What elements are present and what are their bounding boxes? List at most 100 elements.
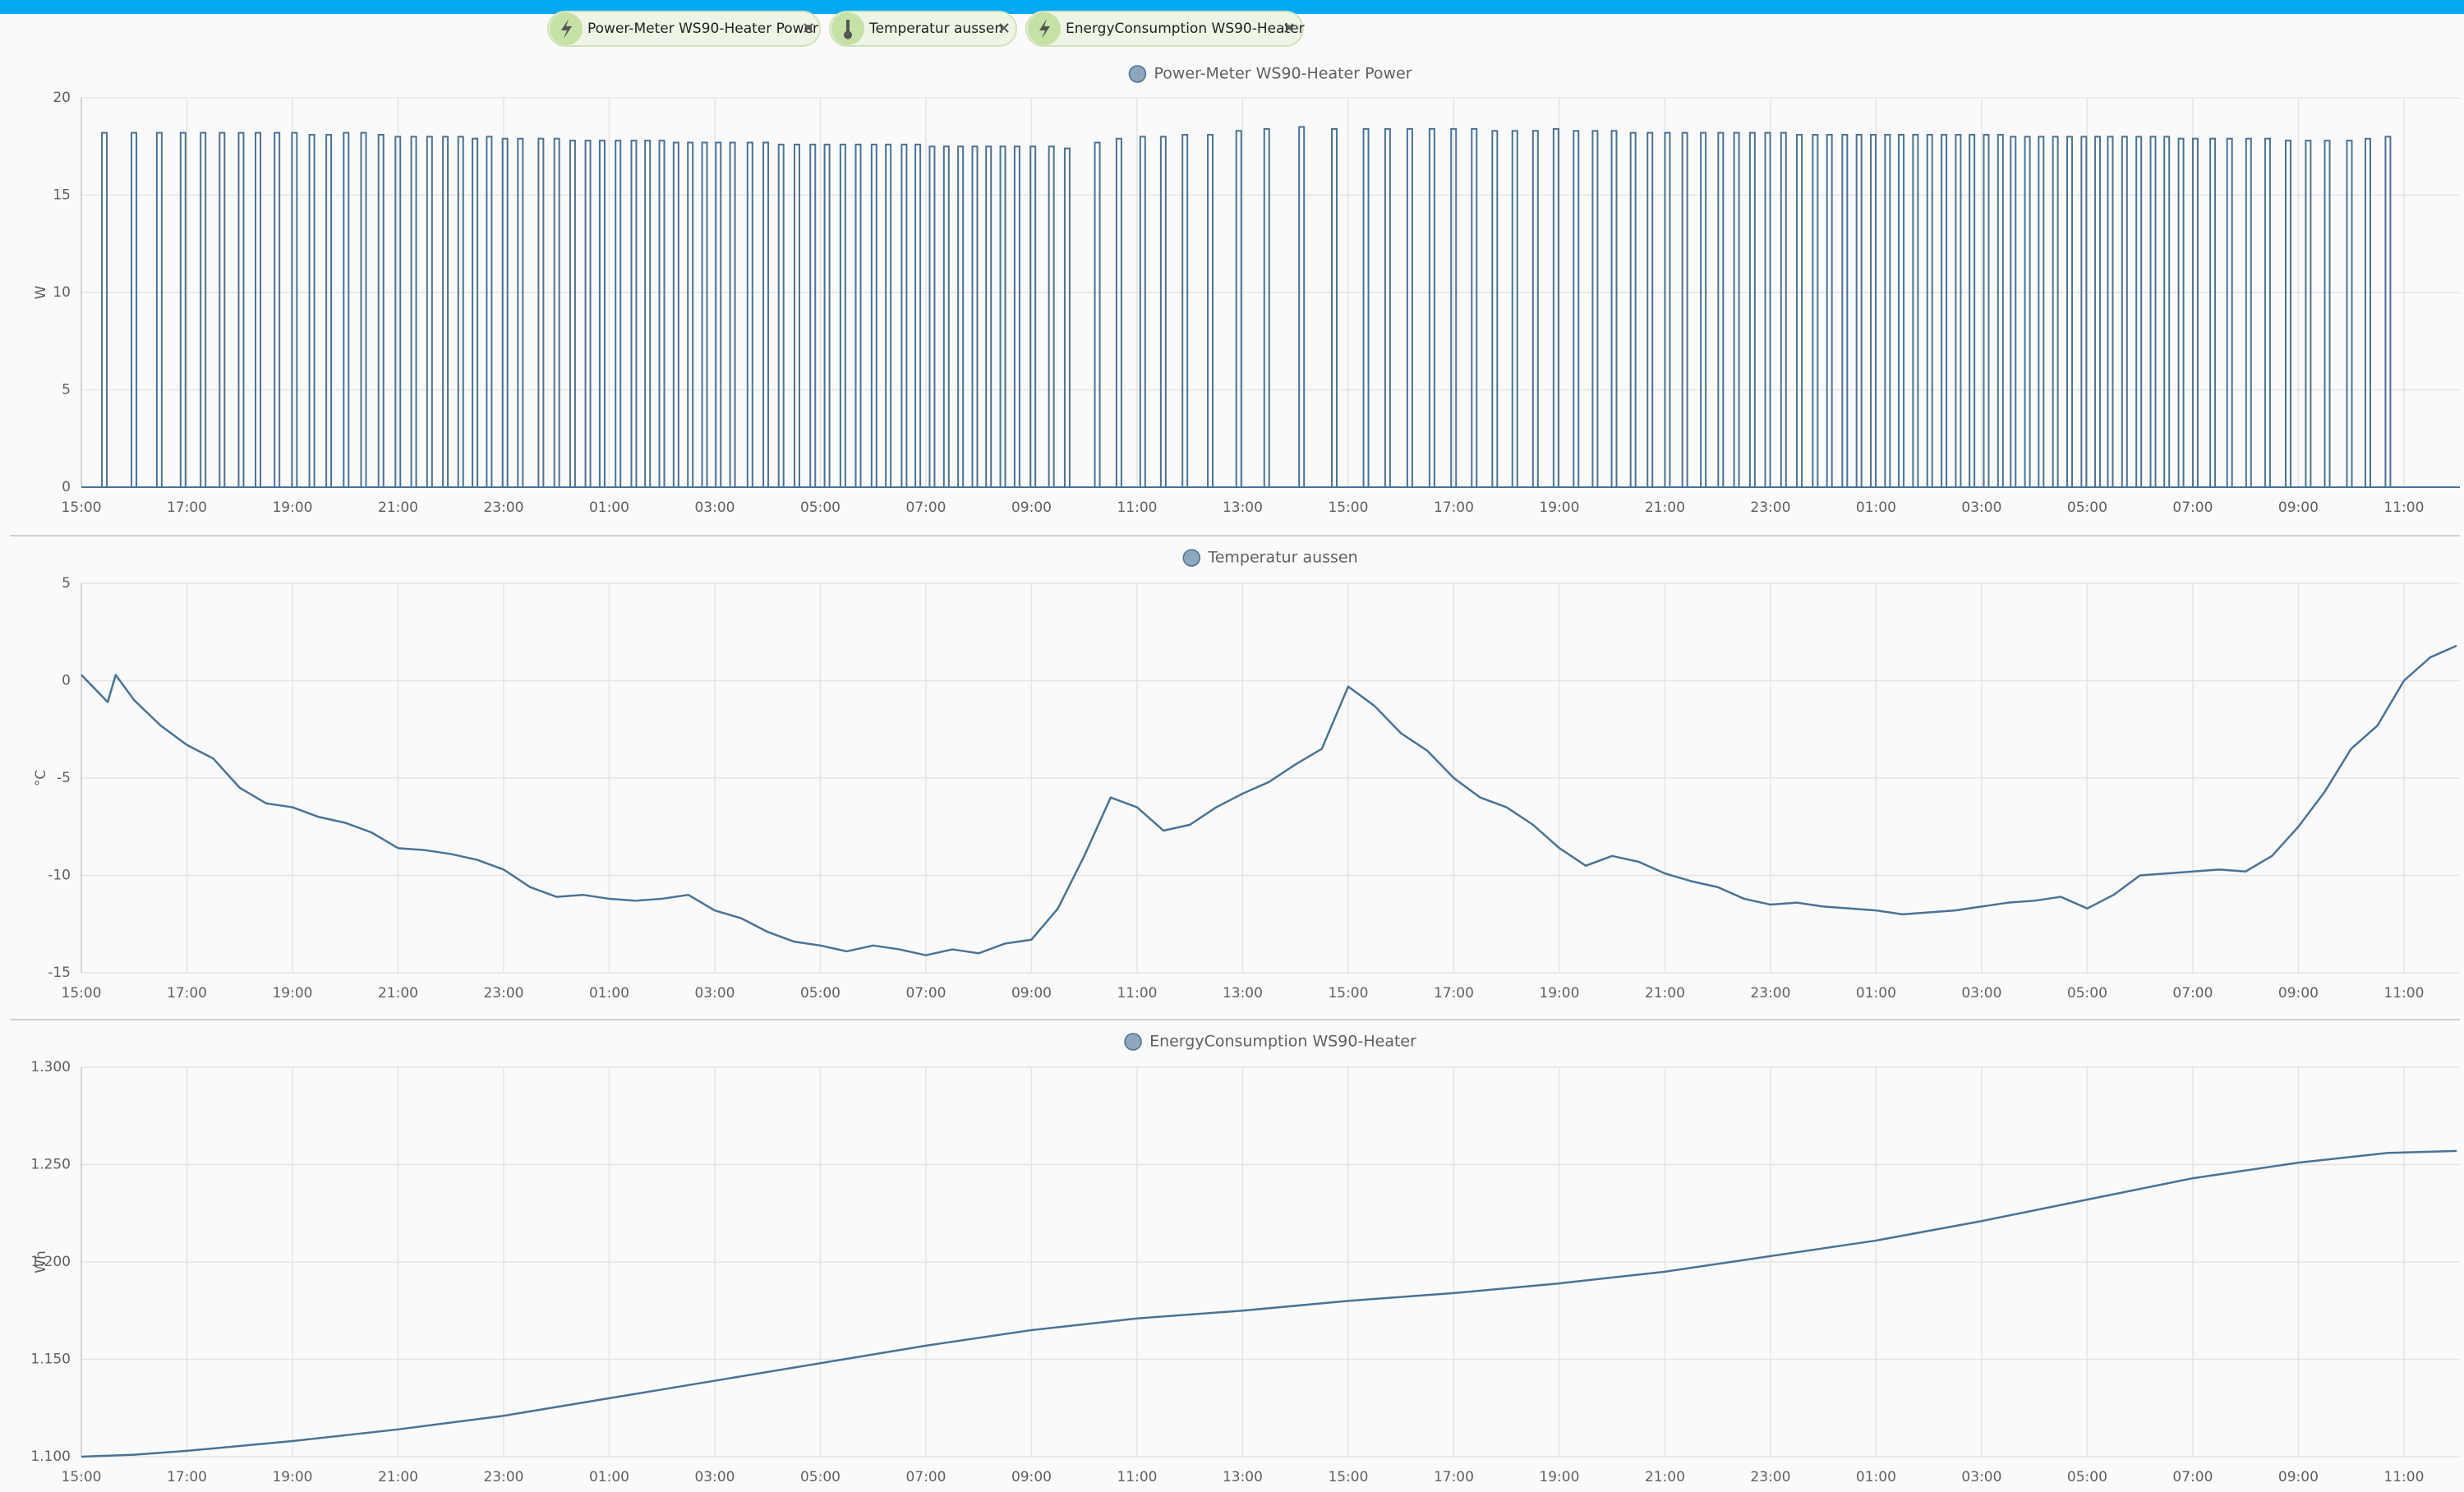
legend-marker xyxy=(1182,549,1201,567)
pulse xyxy=(1969,134,1976,487)
pulse xyxy=(2135,136,2143,487)
y-axis-label: Wh xyxy=(33,1250,49,1273)
pulse xyxy=(2284,140,2291,487)
pulse xyxy=(1926,134,1933,487)
pulse xyxy=(746,141,753,487)
x-tick-label: 11:00 xyxy=(1117,500,1157,516)
y-tick-label: 5 xyxy=(62,382,71,398)
pulse xyxy=(426,136,433,487)
x-tick-label: 09:00 xyxy=(1011,500,1052,516)
pulse xyxy=(1841,134,1849,487)
x-tick-label: 19:00 xyxy=(1539,1469,1579,1485)
x-tick-label: 03:00 xyxy=(1961,985,2001,1002)
pulse xyxy=(343,131,350,487)
x-tick-label: 19:00 xyxy=(1539,500,1579,516)
pulse xyxy=(1812,134,1819,487)
pulse xyxy=(2346,140,2353,487)
pulse xyxy=(1764,131,1771,487)
chip-label: Power-Meter WS90-Heater Power xyxy=(587,21,818,37)
pulse xyxy=(1235,130,1242,487)
pulse xyxy=(1181,134,1189,487)
thermometer-icon xyxy=(844,20,852,39)
x-tick-label: 23:00 xyxy=(1750,1469,1790,1485)
pulse xyxy=(553,137,560,487)
pulse xyxy=(672,141,679,487)
pulse xyxy=(219,131,226,487)
chip-label: EnergyConsumption WS90-Heater xyxy=(1066,21,1305,37)
x-tick-label: 01:00 xyxy=(1856,1469,1896,1485)
pulse xyxy=(2365,137,2371,487)
pulse xyxy=(1796,134,1803,487)
x-tick-label: 01:00 xyxy=(589,1469,629,1485)
pulse xyxy=(1717,131,1725,487)
x-tick-label: 19:00 xyxy=(272,1469,312,1485)
chip-close[interactable] xyxy=(804,23,813,33)
pulse xyxy=(179,131,187,487)
x-tick-label: 03:00 xyxy=(694,985,735,1002)
pulse xyxy=(1955,134,1962,487)
pulse xyxy=(900,143,908,487)
pulse xyxy=(1748,131,1756,487)
x-tick-label: 09:00 xyxy=(2278,985,2319,1002)
pulse xyxy=(2107,136,2114,487)
y-tick-label: 0 xyxy=(62,673,71,689)
pulse xyxy=(2226,137,2233,487)
x-tick-label: 09:00 xyxy=(1011,1469,1052,1485)
x-tick-label: 21:00 xyxy=(1645,500,1685,516)
x-tick-label: 11:00 xyxy=(2383,985,2424,1002)
chip-close[interactable] xyxy=(1284,23,1294,33)
pulse xyxy=(729,141,736,487)
pulse xyxy=(2384,136,2392,487)
x-tick-label: 13:00 xyxy=(1223,500,1263,516)
x-tick-label: 15:00 xyxy=(1328,500,1368,516)
x-tick-label: 23:00 xyxy=(483,500,523,516)
legend-marker xyxy=(1124,1033,1142,1051)
pulse xyxy=(501,137,509,487)
pulse xyxy=(1733,131,1740,487)
x-tick-label: 15:00 xyxy=(1328,1469,1368,1485)
x-tick-label: 21:00 xyxy=(378,985,418,1002)
x-tick-label: 17:00 xyxy=(1434,500,1474,516)
x-tick-label: 15:00 xyxy=(62,500,102,516)
pulse xyxy=(809,143,817,487)
pulse xyxy=(1573,130,1580,487)
y-tick-label: -5 xyxy=(57,770,71,786)
pulse xyxy=(914,143,922,487)
pulse xyxy=(1298,126,1306,487)
pulse xyxy=(457,136,464,487)
x-tick-label: 11:00 xyxy=(2383,500,2424,516)
pulse xyxy=(1207,134,1214,487)
x-tick-label: 15:00 xyxy=(1328,985,1368,1002)
pulse xyxy=(1511,130,1518,487)
chip[interactable] xyxy=(829,11,1017,47)
legend-label: Power-Meter WS90-Heater Power xyxy=(1154,65,1412,83)
pulse xyxy=(1664,131,1671,487)
top-bar xyxy=(0,0,2464,14)
chip[interactable] xyxy=(547,11,821,47)
pulse xyxy=(1591,130,1599,487)
y-tick-label: 15 xyxy=(53,187,71,204)
pulse xyxy=(1780,131,1787,487)
legend-item: EnergyConsumption WS90-Heater xyxy=(1124,1033,1416,1051)
pulse xyxy=(777,143,785,487)
pulse xyxy=(2094,136,2102,487)
chip-close[interactable] xyxy=(999,23,1009,33)
pulse xyxy=(2052,136,2059,487)
pulse xyxy=(1048,145,1055,487)
chips: Power-Meter WS90-Heater Power Temperatur… xyxy=(547,11,1305,47)
pulse xyxy=(1700,131,1707,487)
pulse xyxy=(2305,140,2312,487)
x-tick-label: 23:00 xyxy=(483,985,523,1002)
x-tick-label: 11:00 xyxy=(1117,1469,1157,1485)
x-tick-label: 07:00 xyxy=(2172,985,2213,1002)
x-tick-label: 21:00 xyxy=(1645,1469,1685,1485)
y-tick-label: -10 xyxy=(48,868,71,884)
x-tick-label: 13:00 xyxy=(1223,985,1263,1002)
pulse xyxy=(2324,140,2331,487)
pulse xyxy=(2191,137,2199,487)
pulse xyxy=(687,141,694,487)
chip[interactable] xyxy=(1025,11,1304,47)
pulse xyxy=(1450,127,1458,487)
pulse xyxy=(1406,127,1413,487)
pulse xyxy=(942,145,950,487)
